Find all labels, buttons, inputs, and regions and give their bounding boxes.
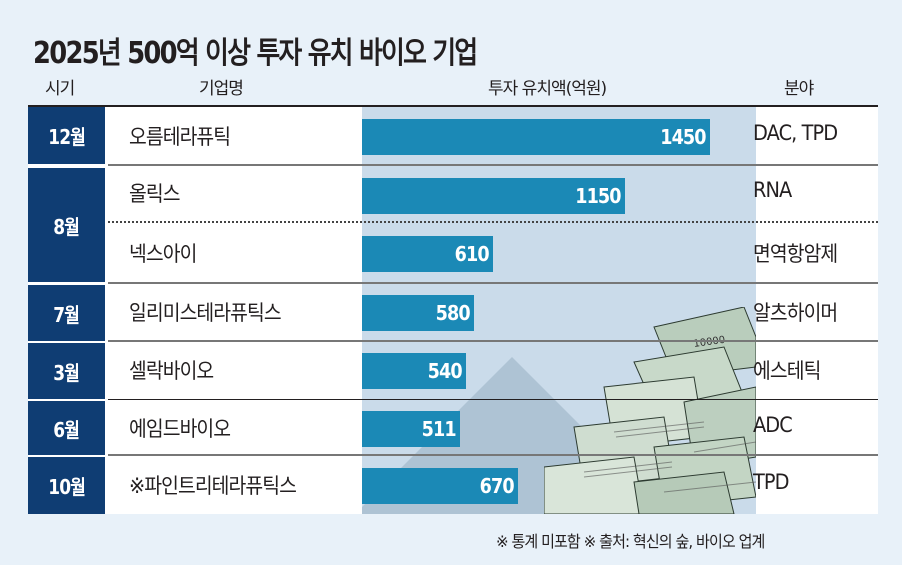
table-row: 올릭스 1150 RNA xyxy=(28,166,878,223)
period-cell: 8월 xyxy=(28,168,105,282)
row-divider xyxy=(108,164,878,166)
amount-bar: 580 xyxy=(362,295,474,331)
header-field: 분야 xyxy=(784,79,814,99)
table-row: 넥스아이 610 면역항암제 xyxy=(28,223,878,284)
table-row: 10월 ※파인트리테라퓨틱스 670 TPD xyxy=(28,456,878,514)
period-cell: 6월 xyxy=(28,401,105,455)
company-name: 오름테라퓨틱 xyxy=(129,125,231,149)
table-row: 7월 일리미스테라퓨틱스 580 알츠하이머 xyxy=(28,284,878,342)
company-name: 올릭스 xyxy=(129,182,180,206)
row-divider-dashed xyxy=(108,221,878,223)
field-label: ADC xyxy=(753,413,793,437)
svg-text:10000: 10000 xyxy=(693,335,726,350)
field-label: DAC, TPD xyxy=(753,121,838,145)
footnote: ※ 통계 미포함 ※ 출처: 혁신의 숲, 바이오 업계 xyxy=(496,532,765,551)
company-name: 일리미스테라퓨틱스 xyxy=(129,301,282,325)
amount-bar: 610 xyxy=(362,236,493,272)
header-period: 시기 xyxy=(45,79,75,99)
row-divider xyxy=(108,454,878,456)
period-cell: 12월 xyxy=(28,107,105,164)
field-label: RNA xyxy=(753,178,792,202)
field-label: 알츠하이머 xyxy=(753,301,838,325)
row-divider xyxy=(108,340,878,342)
period-cell: 10월 xyxy=(28,457,105,514)
amount-bar: 540 xyxy=(362,353,466,389)
field-label: 면역항암제 xyxy=(753,242,838,266)
company-name: 셀락바이오 xyxy=(129,359,214,383)
period-cell: 7월 xyxy=(28,285,105,341)
table-row: 6월 에임드바이오 511 ADC xyxy=(28,400,878,456)
period-cell: 3월 xyxy=(28,343,105,399)
company-name: 넥스아이 xyxy=(129,242,197,266)
company-name: 에임드바이오 xyxy=(129,417,231,441)
field-label: 에스테틱 xyxy=(753,359,821,383)
investment-table: 10000 12월 오름테라퓨틱 1450 DAC, TPD 8월 올릭스 11… xyxy=(28,105,878,514)
table-row: 12월 오름테라퓨틱 1450 DAC, TPD xyxy=(28,107,878,166)
table-row: 3월 셀락바이오 540 에스테틱 xyxy=(28,342,878,400)
chart-title: 2025년 500억 이상 투자 유치 바이오 기업 xyxy=(33,36,478,71)
field-label: TPD xyxy=(753,470,789,494)
company-name: ※파인트리테라퓨틱스 xyxy=(129,474,297,498)
row-divider xyxy=(108,282,878,284)
amount-bar: 1150 xyxy=(362,178,625,214)
amount-bar: 511 xyxy=(362,411,460,447)
header-company: 기업명 xyxy=(199,79,244,99)
row-divider xyxy=(108,399,878,400)
header-amount: 투자 유치액(억원) xyxy=(488,79,607,99)
amount-bar: 670 xyxy=(362,468,518,504)
amount-bar: 1450 xyxy=(362,119,710,155)
